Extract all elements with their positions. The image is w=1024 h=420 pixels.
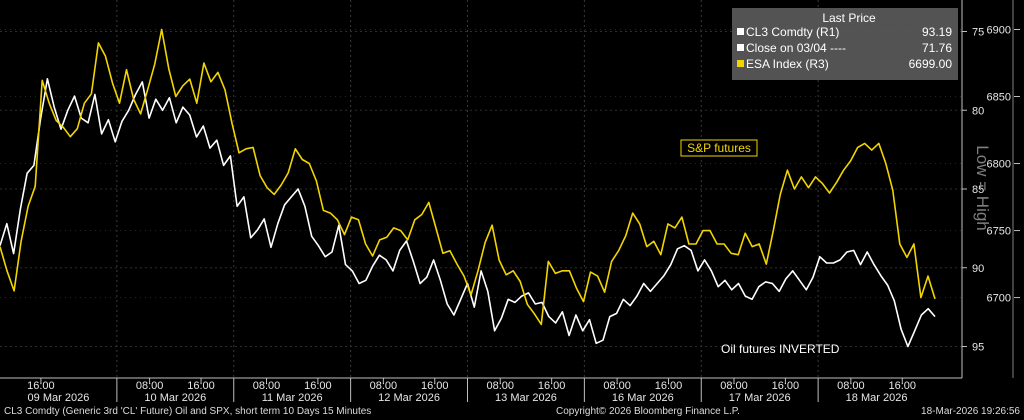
legend-value-close: 71.76 (922, 41, 952, 55)
legend-swatch-cl3 (737, 28, 744, 35)
time-tick-label: 08:00 (486, 380, 514, 392)
time-tick-label: 16:00 (772, 380, 800, 392)
y-left-tick-label: 95 (972, 342, 984, 354)
horizontal-grid (0, 28, 962, 347)
date-label: 16 Mar 2026 (612, 392, 674, 404)
footer: CL3 Comdty (Generic 3rd 'CL' Future) Oil… (0, 406, 1024, 420)
legend-entry-close: Close on 03/04 ---- (746, 41, 846, 55)
y-axis-ticks: 75 80 85 90 95 6900 6850 6800 6750 6700 (962, 0, 1020, 378)
time-tick-label: 16:00 (421, 380, 449, 392)
y-left-tick-label: 75 (972, 27, 984, 39)
y-right-tick-label: 6800 (987, 159, 1011, 171)
sp-annotation-text: S&P futures (687, 141, 751, 155)
legend-entry-esa: ESA Index (R3) (746, 57, 829, 71)
y-right-tick-label: 6850 (987, 92, 1011, 104)
vertical-grid (116, 0, 819, 378)
footer-copyright: Copyright© 2026 Bloomberg Finance L.P. (556, 406, 740, 417)
time-tick-label: 16:00 (889, 380, 917, 392)
time-tick-label: 08:00 (603, 380, 631, 392)
oil-annotation-text: Oil futures INVERTED (721, 342, 840, 356)
date-label: 11 Mar 2026 (262, 392, 323, 404)
y-right-tick-label: 6750 (987, 226, 1011, 238)
legend-value-esa: 6699.00 (909, 57, 953, 71)
legend: Last Price CL3 Comdty (R1) 93.19 Close o… (732, 8, 958, 80)
time-tick-label: 08:00 (837, 380, 865, 392)
y-left-tick-label: 80 (972, 105, 984, 117)
series-line-esa (0, 28, 936, 326)
legend-title: Last Price (822, 11, 876, 25)
time-tick-label: 08:00 (253, 380, 281, 392)
legend-swatch-close (737, 44, 744, 51)
time-tick-label: 16:00 (304, 380, 332, 392)
y-left-tick-label: 85 (972, 184, 984, 196)
footer-timestamp: 18-Mar-2026 19:26:56 (921, 406, 1020, 417)
time-tick-label: 16:00 (27, 380, 55, 392)
legend-swatch-esa (737, 60, 744, 67)
sp-annotation: S&P futures (680, 139, 758, 157)
series-group (0, 28, 936, 348)
time-tick-label: 16:00 (187, 380, 215, 392)
footer-description: CL3 Comdty (Generic 3rd 'CL' Future) Oil… (4, 406, 372, 417)
legend-value-cl3: 93.19 (922, 25, 952, 39)
legend-box (732, 8, 958, 80)
date-label: 18 Mar 2026 (846, 392, 908, 404)
date-label: 17 Mar 2026 (729, 392, 791, 404)
y-left-tick-label: 90 (972, 263, 984, 275)
y-axis-label: Low = High (973, 145, 992, 231)
time-tick-label: 08:00 (370, 380, 398, 392)
legend-entry-cl3: CL3 Comdty (R1) (746, 25, 839, 39)
time-tick-label: 16:00 (538, 380, 566, 392)
date-label: 12 Mar 2026 (378, 392, 440, 404)
y-right-tick-label: 6900 (987, 24, 1011, 36)
date-label: 10 Mar 2026 (144, 392, 206, 404)
time-tick-label: 08:00 (720, 380, 748, 392)
time-tick-label: 08:00 (136, 380, 164, 392)
sp-annotation-box (680, 139, 758, 157)
date-label: 09 Mar 2026 (28, 392, 90, 404)
time-tick-label: 16:00 (655, 380, 683, 392)
date-label: 13 Mar 2026 (495, 392, 557, 404)
y-right-tick-label: 6700 (987, 293, 1011, 305)
